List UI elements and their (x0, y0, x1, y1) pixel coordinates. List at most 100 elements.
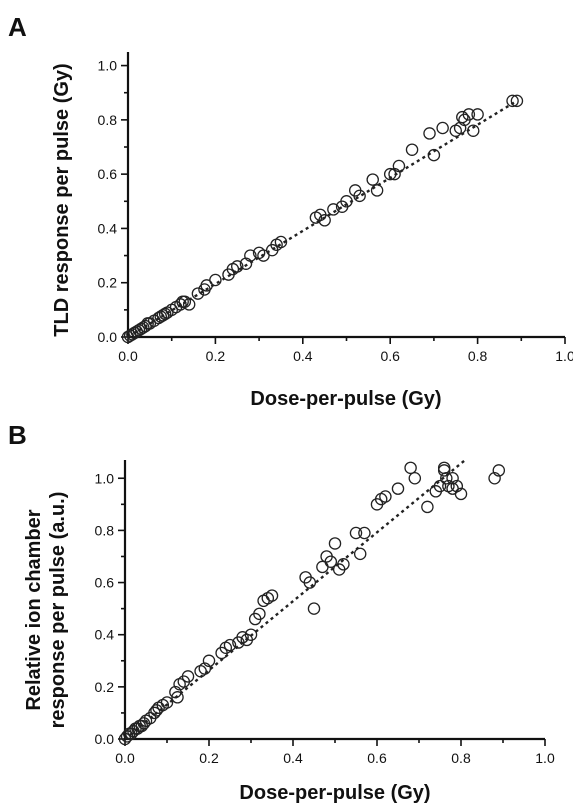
panel-a-data-point (506, 94, 519, 108)
panel-b-x-tick-label: 0.2 (199, 750, 219, 766)
panel-b-data-point (391, 482, 405, 495)
panel-a-data-point (436, 121, 449, 135)
panel-b-data-point (328, 537, 342, 550)
panel-b-y-axis-title: Relative ion chamber response per pulse … (23, 492, 69, 729)
panel-a-x-tick-label: 0.6 (380, 348, 400, 364)
panel-b-y-tick-label: 0.0 (95, 731, 115, 747)
panel-a-data-point (366, 173, 379, 186)
panel-a-fit-line (127, 99, 518, 339)
panel-a-y-tick-label: 0.6 (98, 166, 118, 182)
panel-b-data-point (421, 500, 434, 514)
panel-a-data-point (462, 108, 476, 121)
panel-b-data-point (194, 664, 207, 678)
panel-b-data-point (265, 589, 279, 602)
panel-a-data-point (200, 279, 213, 292)
panel-b-y-tick-label: 0.4 (95, 627, 115, 643)
panel-a-x-tick-label: 0.2 (206, 348, 226, 364)
panel-b-data-point (181, 670, 195, 683)
panel-b-data-point (202, 654, 216, 668)
panel-b-data-point (440, 472, 453, 485)
panel-b-data-point (223, 638, 237, 652)
panel-a-x-axis-title: Dose-per-pulse (Gy) (250, 388, 441, 410)
panel-b-data-point (446, 482, 459, 495)
panel-b-data-point (358, 526, 371, 540)
panel-b-data-point (169, 685, 182, 699)
panel-b-data-point (303, 576, 317, 589)
panel-b-y-axis-title-line-1: Relative ion chamber (23, 509, 45, 710)
panel-a-data-point (340, 195, 353, 208)
panel-b-y-tick-label: 0.6 (95, 575, 115, 591)
panel-a-data-point (383, 167, 397, 181)
panel-a-data-point (209, 273, 222, 287)
panel-b-data-point (257, 594, 270, 608)
panel-a-data-point (466, 124, 480, 137)
panel-a-data-point (370, 184, 384, 197)
panel-b-data-point (337, 558, 350, 571)
panel-b: B 0.0 0.2 0.4 0.6 0.8 1.0 0.0 0.2 0.4 0.6 0.8 1.0 D… (8, 420, 555, 804)
panel-b-data-point (198, 662, 212, 675)
panel-a-y-tick-label: 0.2 (98, 275, 118, 291)
panel-b-data-point (160, 696, 174, 709)
panel-b-x-tick-label: 1.0 (535, 750, 555, 766)
panel-b-data-point (316, 560, 329, 574)
panel-a-data-point (327, 203, 340, 216)
panel-a-data-point (405, 143, 419, 156)
panel-b-x-axis-title: Dose-per-pulse (Gy) (239, 782, 430, 804)
panel-a-data-point (158, 307, 172, 321)
panel-b-data-point (437, 461, 451, 475)
panel-a-data-point (510, 94, 524, 108)
panel-b-fit-line (124, 459, 466, 740)
panel-a-data-point (353, 189, 366, 203)
panel-a-data-point (427, 148, 441, 162)
panel-a-data-point (274, 235, 288, 249)
panel-b-x-tick-label: 0.0 (115, 750, 135, 766)
panel-a-data-point (230, 260, 244, 273)
panel-b-data-point (408, 472, 422, 485)
panel-a-data-point (423, 127, 436, 140)
panel-a-data-point (244, 249, 257, 262)
panel-a-x-tick-label: 0.4 (293, 348, 313, 364)
panel-a-data-point (471, 108, 484, 121)
panel-b-data-point (244, 628, 258, 641)
panel-b-x-tick-label: 0.4 (283, 750, 303, 766)
panel-a: A 0.0 0.2 0.4 0.6 0.8 1.0 0.0 0.2 0.4 0.6 0.8 1.0 D… (8, 12, 573, 410)
panel-a-data-point (191, 287, 205, 300)
panel-b-data-point (446, 472, 459, 485)
panel-a-x-tick-label: 0.8 (468, 348, 488, 364)
panel-b-data-point (379, 490, 392, 503)
panel-b-data-point (307, 602, 321, 615)
panel-a-data-point (257, 249, 270, 262)
panel-b-data-point (404, 461, 417, 475)
panel-a-y-tick-label: 0.4 (98, 220, 118, 236)
panel-a-data-point (456, 110, 469, 124)
panel-b-data-point (353, 547, 367, 561)
panel-a-data-point (182, 298, 196, 311)
panel-b-data-point (433, 479, 447, 493)
panel-letter-b: B (8, 420, 27, 450)
panel-a-plot-area: 0.0 0.2 0.4 0.6 0.8 1.0 0.0 0.2 0.4 0.6 0.8 1.0 (98, 52, 573, 364)
panel-letter-a: A (8, 12, 27, 42)
panel-b-data-point (253, 607, 266, 621)
panel-a-y-axis-title: TLD response per pulse (Gy) (51, 63, 73, 336)
panel-b-data-point (488, 472, 501, 485)
panel-b-data-point (261, 591, 275, 605)
panel-b-x-tick-label: 0.8 (451, 750, 471, 766)
panel-b-plot-area: 0.0 0.2 0.4 0.6 0.8 1.0 0.0 0.2 0.4 0.6 0.8 1.0 (95, 459, 555, 766)
panel-a-data-point (318, 214, 331, 227)
panel-b-y-tick-label: 0.2 (95, 679, 115, 695)
panel-a-x-tick-label: 0.0 (118, 348, 138, 364)
panel-b-y-axis-title-line-2: response per pulse (a.u.) (47, 492, 69, 729)
panel-b-x-tick-label: 0.6 (367, 750, 387, 766)
panel-b-data-point (492, 464, 506, 477)
panel-b-data-point (349, 526, 363, 540)
panel-a-data-point (137, 321, 150, 334)
panel-b-data-point (324, 555, 338, 568)
panel-b-y-tick-label: 0.8 (95, 522, 115, 538)
panel-b-data-point (437, 464, 451, 477)
panel-a-y-tick-label: 0.8 (98, 112, 118, 128)
panel-a-x-tick-label: 1.0 (555, 348, 573, 364)
panel-b-data-point (171, 691, 184, 704)
panel-a-y-tick-label: 1.0 (98, 58, 118, 74)
panel-a-data-point (392, 159, 406, 173)
